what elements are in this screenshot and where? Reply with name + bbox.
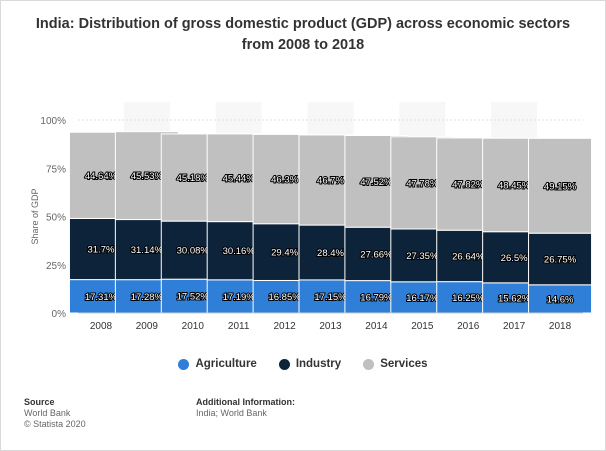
data-label-industry: 28.4% [317,248,344,259]
y-tick-label: 0% [52,309,67,320]
data-label-services: 47.78% [406,178,439,189]
y-tick-label: 50% [46,213,66,224]
copyright-link[interactable]: © Statista 2020 [24,419,86,429]
legend-swatch-agriculture [178,358,190,370]
additional-info-line: India; World Bank [196,408,267,418]
x-tick-label: 2011 [228,321,250,332]
data-label-services: 48.45% [498,180,531,191]
data-label-industry: 30.08% [177,246,210,257]
data-label-industry: 29.4% [271,248,298,259]
legend-item-agriculture[interactable]: Agriculture [178,358,257,370]
data-label-agriculture: 17.52% [177,292,210,303]
data-label-agriculture: 15.62% [498,293,531,304]
source-heading: Source [24,397,55,407]
data-label-agriculture: 17.28% [131,292,164,303]
x-tick-label: 2016 [457,321,480,332]
data-label-services: 47.52% [360,177,393,188]
data-label-services: 47.82% [452,180,485,191]
data-label-services: 45.53% [131,171,164,182]
x-tick-label: 2013 [319,321,342,332]
y-axis-title: Share of GDP [30,188,40,244]
chart-legend: Agriculture Industry Services [0,358,606,370]
source-line: World Bank [24,408,71,418]
data-label-agriculture: 16.17% [406,293,439,304]
x-tick-label: 2017 [503,321,526,332]
data-label-industry: 26.64% [452,251,485,262]
additional-info-heading: Additional Information: [196,397,295,407]
x-tick-label: 2008 [90,321,113,332]
data-label-services: 44.64% [85,171,118,182]
legend-label-services: Services [380,358,428,370]
bar-services [528,137,593,234]
data-label-industry: 31.7% [87,245,114,256]
x-tick-label: 2014 [365,321,388,332]
y-tick-label: 100% [40,116,66,127]
y-tick-label: 75% [46,164,66,175]
data-label-industry: 27.66% [360,249,393,260]
x-tick-label: 2015 [411,321,434,332]
x-tick-label: 2012 [273,321,296,332]
legend-item-industry[interactable]: Industry [278,358,342,370]
data-label-agriculture: 16.25% [452,293,485,304]
legend-item-services[interactable]: Services [363,358,428,370]
x-tick-label: 2010 [182,321,205,332]
x-tick-label: 2018 [549,321,572,332]
data-label-agriculture: 16.79% [360,292,393,303]
footer-additional-info: Additional Information: India; World Ban… [196,397,295,419]
footer-source: Source World Bank © Statista 2020 [24,397,86,430]
data-label-industry: 26.75% [544,255,577,266]
data-label-industry: 30.16% [223,246,256,257]
legend-label-industry: Industry [295,358,342,370]
data-label-services: 49.15% [544,181,577,192]
data-label-services: 45.44% [223,173,256,184]
data-label-services: 45.18% [177,173,210,184]
x-tick-label: 2009 [136,321,159,332]
data-label-agriculture: 14.6% [547,294,574,305]
data-label-industry: 27.35% [406,251,439,262]
legend-label-agriculture: Agriculture [195,358,257,370]
chart-title: India: Distribution of gross domestic pr… [35,16,571,53]
data-label-agriculture: 17.31% [85,292,118,303]
bar-industry [528,232,593,286]
data-label-agriculture: 17.19% [223,292,256,303]
legend-swatch-industry [278,358,290,370]
data-label-industry: 26.5% [501,253,528,264]
y-tick-label: 25% [46,261,66,272]
data-label-agriculture: 16.85% [268,292,301,303]
data-label-services: 46.3% [271,175,298,186]
data-label-industry: 31.14% [131,245,164,256]
data-label-agriculture: 17.15% [314,292,347,303]
legend-swatch-services [363,358,375,370]
data-label-services: 46.7% [317,176,344,187]
